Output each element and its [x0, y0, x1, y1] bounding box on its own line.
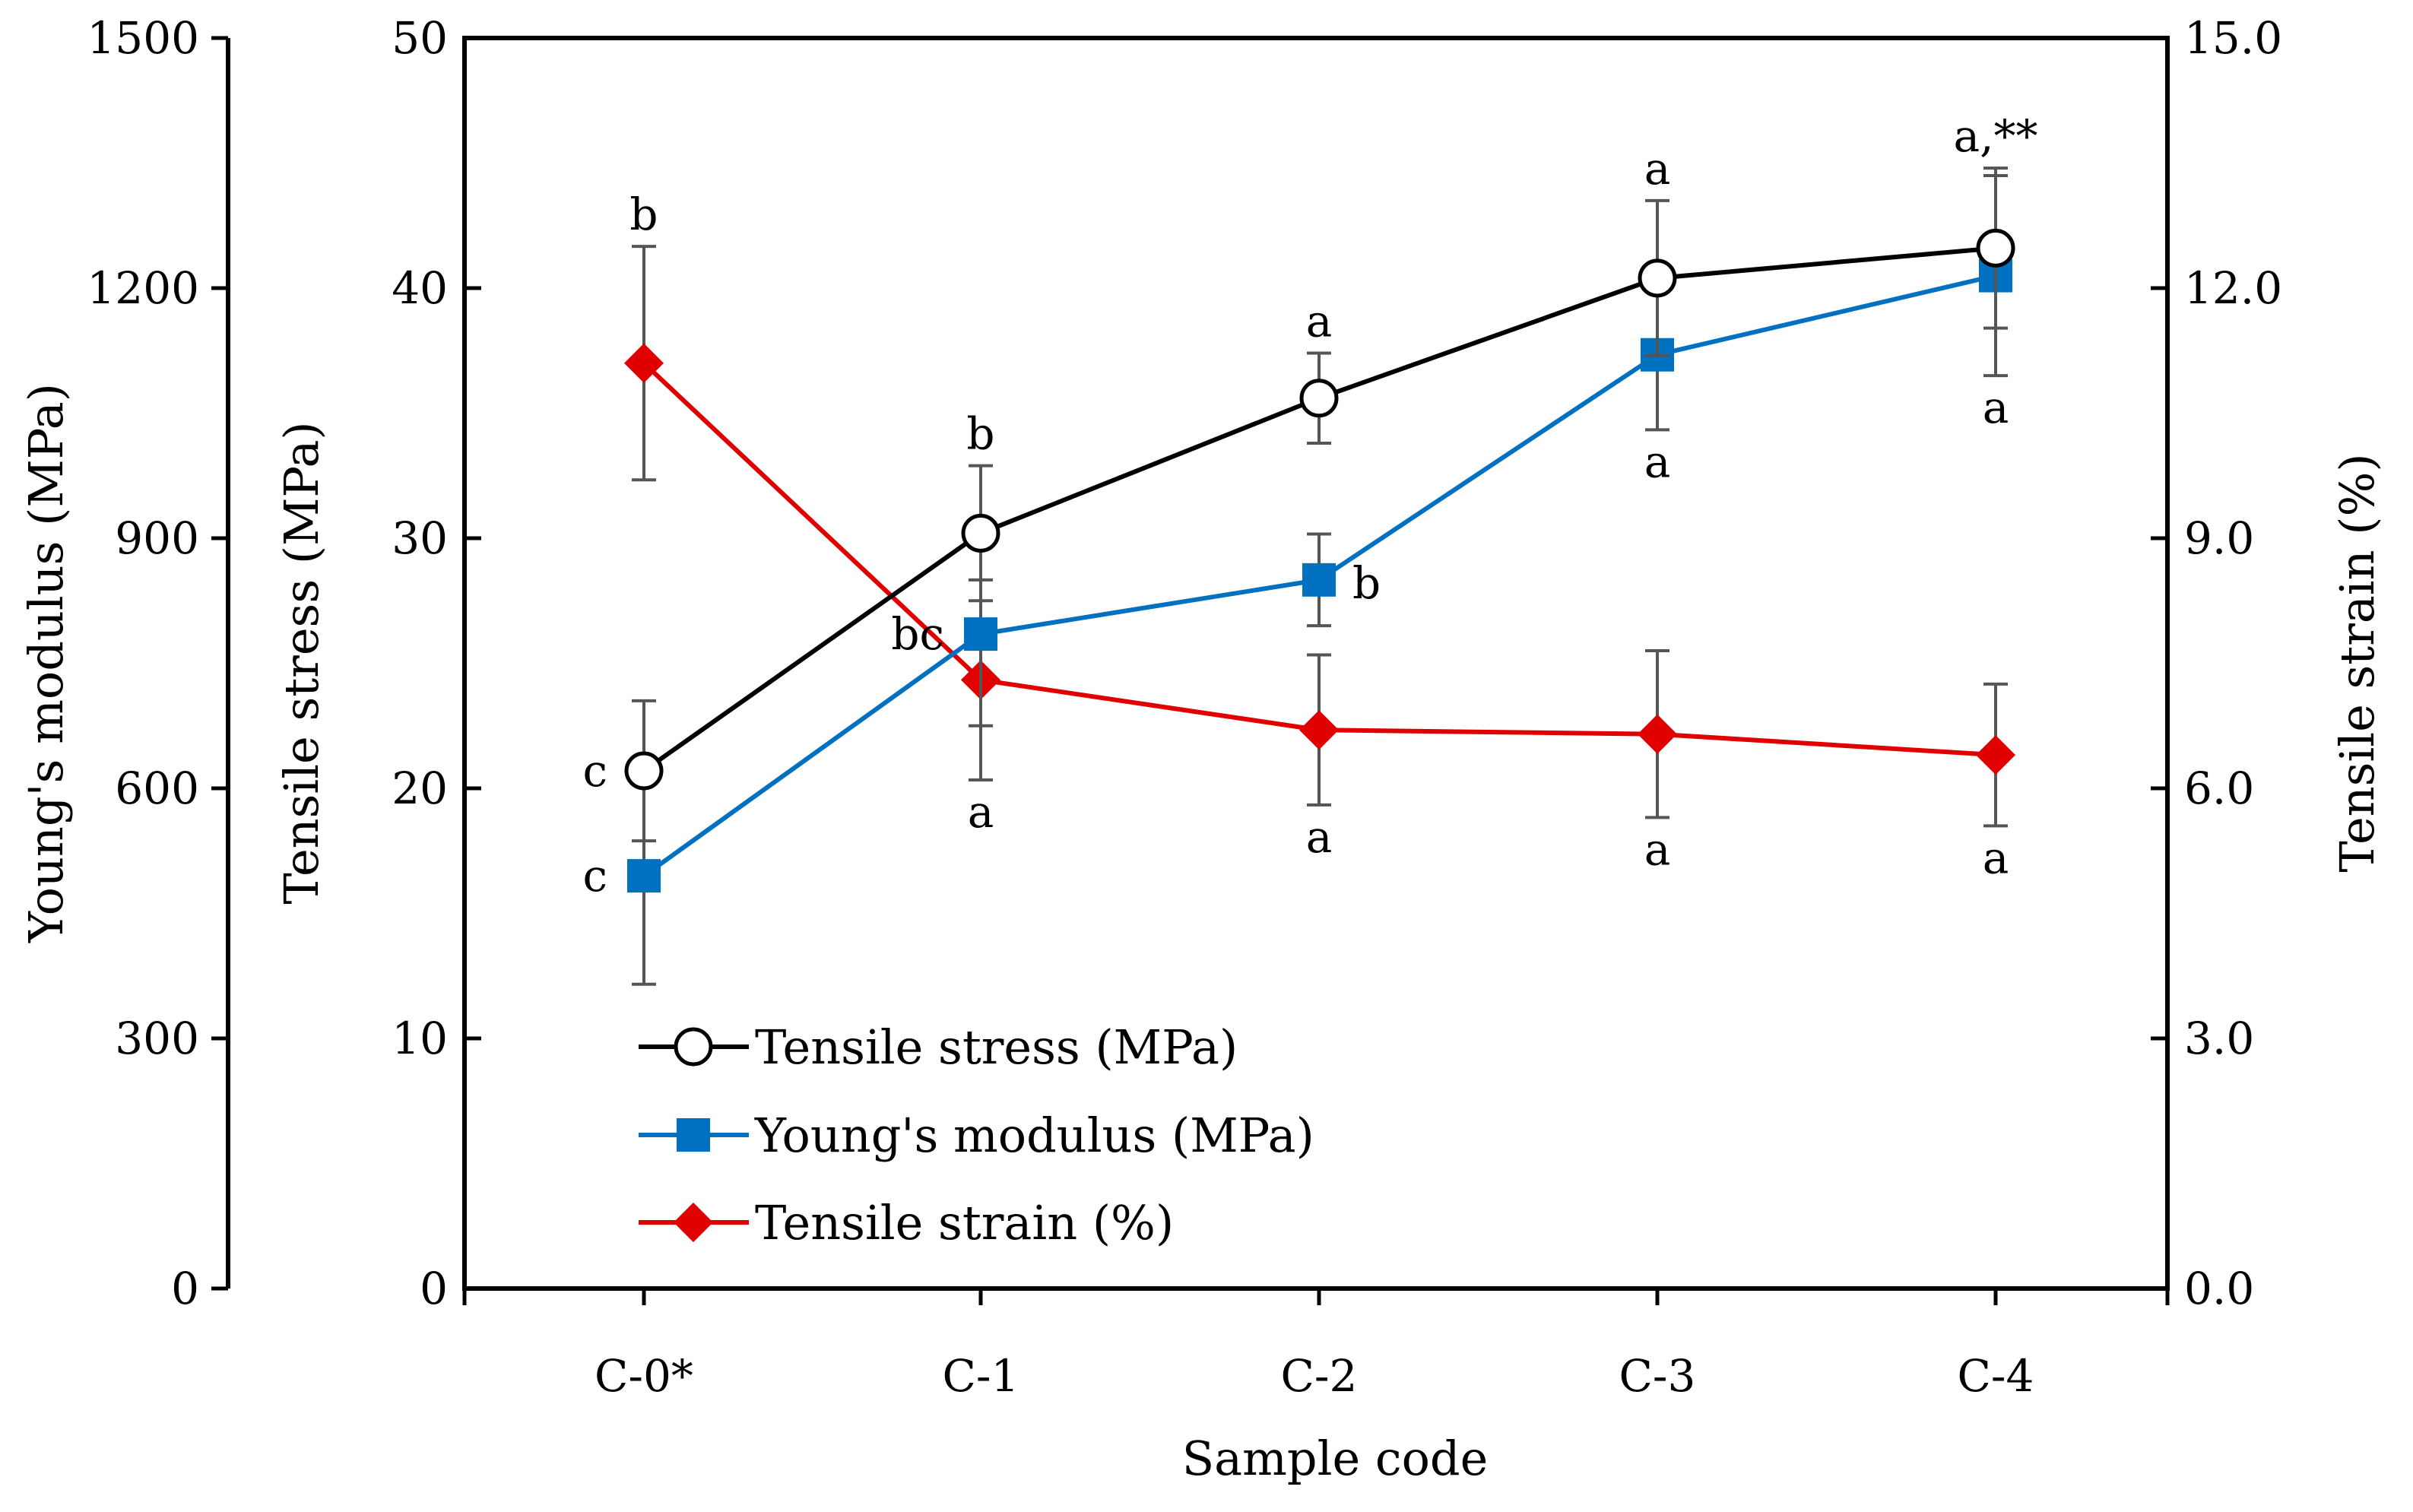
youngs_modulus-tick-label: 1200: [87, 262, 199, 314]
data-point: [961, 513, 1000, 553]
x-tick-label: C-3: [1619, 1350, 1696, 1402]
tensile-strain-axis-title: Tensile strain (%): [2329, 453, 2385, 872]
youngs_modulus-tick-label: 0: [171, 1263, 199, 1314]
tensile_strain-tick-label: 12.0: [2184, 262, 2282, 314]
data-point: [624, 751, 664, 791]
legend-item: Young's modulus (MPa): [639, 1108, 1314, 1163]
youngs-modulus-axis-title: Young's modulus (MPa): [18, 383, 74, 943]
tensile_stress-tick-label: 30: [392, 512, 448, 564]
significance-label: a: [1306, 811, 1333, 863]
data-point: [624, 343, 664, 383]
legend-label: Tensile strain (%): [755, 1195, 1174, 1250]
data-point: [1638, 714, 1677, 754]
tensile_strain-tick-label: 15.0: [2184, 12, 2282, 64]
significance-label: b: [966, 408, 994, 460]
tensile_stress-tick-label: 20: [392, 762, 448, 814]
data-point: [1638, 258, 1677, 298]
legend-item: Tensile stress (MPa): [639, 1019, 1238, 1075]
legend-marker: [677, 1118, 710, 1152]
tensile_strain-tick-label: 0.0: [2184, 1263, 2254, 1314]
significance-label: b: [1352, 557, 1381, 609]
youngs_modulus-tick-label: 300: [115, 1013, 199, 1064]
legend-marker: [674, 1203, 713, 1242]
significance-label: a: [1983, 382, 2009, 433]
tensile_strain-tick-label: 6.0: [2184, 762, 2254, 814]
x-tick-label: C-4: [1958, 1350, 2034, 1402]
tensile-stress-ticks: 0 10 20 30 40 50: [392, 12, 481, 1314]
series-layer: [624, 166, 2015, 986]
significance-label: c: [583, 745, 607, 797]
significance-label: a,**: [1953, 110, 2037, 162]
data-point: [1299, 379, 1339, 418]
x-axis-title: Sample code: [1182, 1431, 1489, 1486]
x-tick-label: C-0*: [595, 1350, 693, 1402]
significance-label: b: [629, 189, 658, 240]
data-point: [1302, 563, 1336, 597]
data-point: [964, 617, 997, 651]
significance-label: a: [1983, 832, 2009, 883]
youngs_modulus-tick-label: 1500: [87, 12, 199, 64]
data-point: [1299, 710, 1339, 750]
x-axis-ticks: C-0* C-1 C-2 C-3 C-4: [462, 1289, 2170, 1402]
data-point: [1976, 228, 2015, 268]
youngs_modulus-tick-label: 900: [115, 512, 199, 564]
legend-item: Tensile strain (%): [639, 1195, 1174, 1250]
legend-label: Tensile stress (MPa): [755, 1019, 1238, 1075]
significance-label: a: [968, 786, 994, 838]
series-tensile_stress: [624, 166, 2015, 843]
tensile_stress-tick-label: 40: [392, 262, 448, 314]
youngs-modulus-ticks: 0 300 600 900 1200 1500: [87, 12, 228, 1314]
tensile_stress-tick-label: 0: [420, 1263, 448, 1314]
significance-label: bc: [891, 608, 944, 660]
significance-label: a: [1644, 143, 1671, 195]
significance-label: a: [1644, 436, 1671, 487]
series-tensile_strain: [624, 245, 2015, 828]
significance-label: a: [1644, 823, 1671, 875]
significance-labels: b a a a a c bc b a a c b a a a,**: [583, 110, 2038, 902]
legend: Tensile stress (MPa) Young's modulus (MPa…: [639, 1019, 1314, 1250]
tensile-strain-ticks: 0.0 3.0 6.0 9.0 12.0 15.0: [2151, 12, 2282, 1314]
tensile_strain-tick-label: 3.0: [2184, 1013, 2254, 1064]
tensile-stress-axis-title: Tensile stress (MPa): [274, 421, 329, 904]
data-point: [1976, 735, 2015, 775]
legend-marker: [674, 1027, 713, 1067]
tensile_stress-tick-label: 50: [392, 12, 448, 64]
legend-label: Young's modulus (MPa): [754, 1108, 1314, 1163]
x-tick-label: C-1: [943, 1350, 1019, 1402]
significance-label: a: [1306, 296, 1333, 347]
significance-label: c: [583, 850, 607, 902]
youngs_modulus-tick-label: 600: [115, 762, 199, 814]
data-point: [627, 859, 661, 893]
x-tick-label: C-2: [1281, 1350, 1358, 1402]
plot-area: [462, 36, 2170, 1291]
tensile_stress-tick-label: 10: [392, 1013, 448, 1064]
tensile_strain-tick-label: 9.0: [2184, 512, 2254, 564]
